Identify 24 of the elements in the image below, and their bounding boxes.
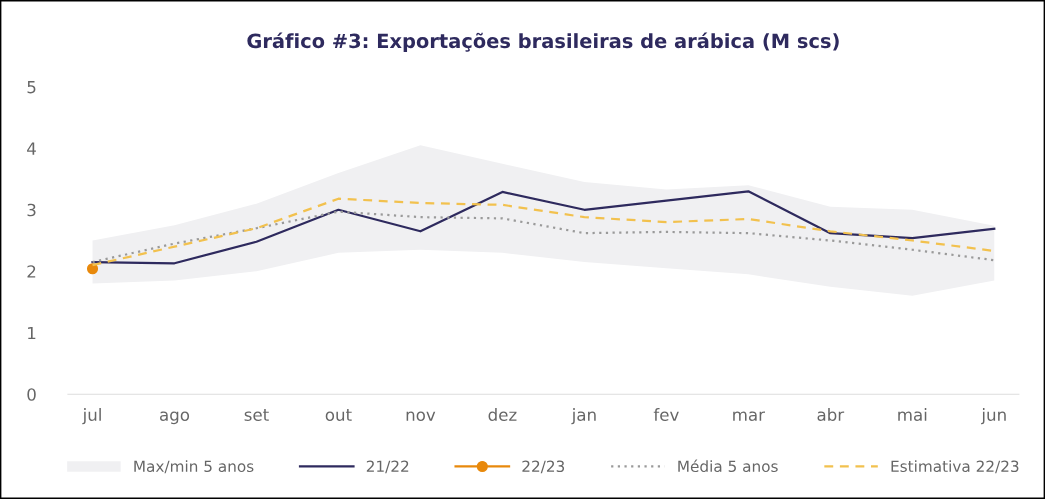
x-tick-label: out — [325, 409, 352, 421]
legend-label: Estimativa 22/23 — [891, 460, 1019, 474]
legend-label: 22/23 — [522, 460, 565, 474]
x-tick-label: ago — [160, 411, 190, 425]
x-tick-label: fev — [653, 408, 679, 421]
x-tick-label: mar — [733, 411, 765, 421]
y-tick-label: 5 — [27, 81, 36, 94]
x-tick-label: jun — [981, 408, 1006, 425]
y-tick-label: 1 — [28, 326, 36, 340]
x-tick-label: mai — [898, 408, 927, 421]
y-tick-label: 3 — [27, 203, 36, 217]
x-tick-label: jan — [571, 408, 596, 425]
chart-title: Gráfico #3: Exportações brasileiras de arábica (M scs) — [247, 32, 839, 52]
x-tick-label: nov — [406, 411, 436, 421]
y-tick-label: 2 — [27, 265, 36, 278]
x-tick-label: set — [244, 409, 269, 421]
legend-label: Max/min 5 anos — [134, 460, 254, 474]
y-tick-label: 0 — [27, 388, 36, 401]
y-tick-label: 4 — [27, 142, 36, 155]
x-tick-label: dez — [488, 408, 517, 421]
legend-label: 21/22 — [366, 460, 409, 474]
x-tick-label: abr — [817, 408, 845, 421]
legend-label: Média 5 anos — [678, 459, 778, 473]
x-tick-label: jul — [82, 408, 101, 425]
